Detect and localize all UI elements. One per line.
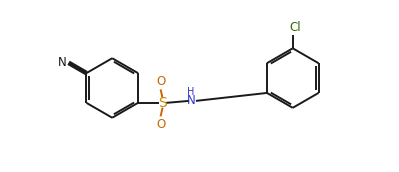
Text: H: H [188, 87, 195, 97]
Text: O: O [156, 74, 165, 88]
Text: N: N [57, 56, 66, 69]
Text: N: N [187, 94, 196, 107]
Text: O: O [156, 118, 165, 131]
Text: Cl: Cl [290, 21, 301, 34]
Text: S: S [158, 96, 167, 110]
